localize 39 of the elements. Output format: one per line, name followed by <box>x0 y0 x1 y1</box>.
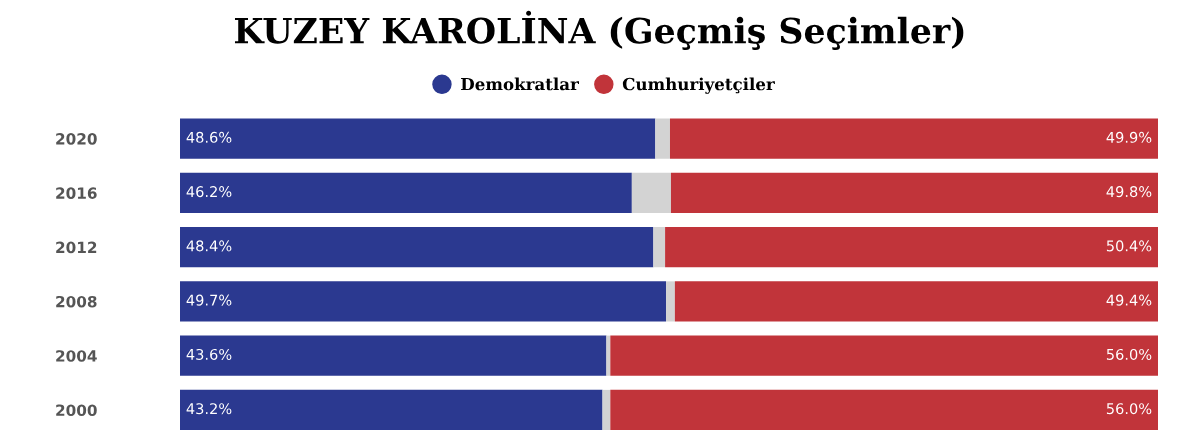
bar <box>606 335 611 376</box>
data-label: 49.9% <box>1106 131 1152 143</box>
data-label: 56.0% <box>1106 403 1152 415</box>
bar <box>665 227 1158 268</box>
bar <box>602 389 611 431</box>
bar <box>669 118 1158 159</box>
data-label: 43.2% <box>186 403 232 415</box>
bar <box>610 389 1158 431</box>
data-label: 43.6% <box>186 348 232 360</box>
y-tick-label: 2008 <box>56 295 97 308</box>
bar <box>180 118 656 159</box>
chart-title: KUZEY KAROLİNA (Geçmiş Seçimler) <box>234 10 964 51</box>
bar <box>653 227 666 268</box>
legend-label: Demokratlar <box>461 77 580 91</box>
y-tick-label: 2012 <box>56 241 97 254</box>
data-label: 49.7% <box>186 294 232 306</box>
data-label: 48.4% <box>186 240 232 252</box>
y-tick-label: 2016 <box>56 187 97 199</box>
bar <box>655 118 670 159</box>
bar <box>180 227 654 268</box>
data-label: 49.8% <box>1106 186 1152 198</box>
data-label: 56.0% <box>1106 348 1152 360</box>
data-label: 48.6% <box>186 131 232 143</box>
bar <box>670 172 1158 213</box>
data-label: 50.4% <box>1106 240 1152 252</box>
bar <box>610 335 1158 376</box>
bar <box>180 172 632 213</box>
legend-label: Cumhuriyetçiler <box>622 77 775 94</box>
y-tick-label: 2020 <box>56 133 97 145</box>
y-tick-label: 2004 <box>56 350 97 362</box>
data-label: 49.4% <box>1106 294 1152 306</box>
bar <box>666 281 675 322</box>
bar <box>674 281 1158 322</box>
bar <box>180 335 607 376</box>
bar <box>180 281 667 322</box>
bar <box>180 389 603 431</box>
data-label: 46.2% <box>186 186 232 198</box>
bar <box>631 172 671 213</box>
y-tick-label: 2000 <box>56 404 97 416</box>
